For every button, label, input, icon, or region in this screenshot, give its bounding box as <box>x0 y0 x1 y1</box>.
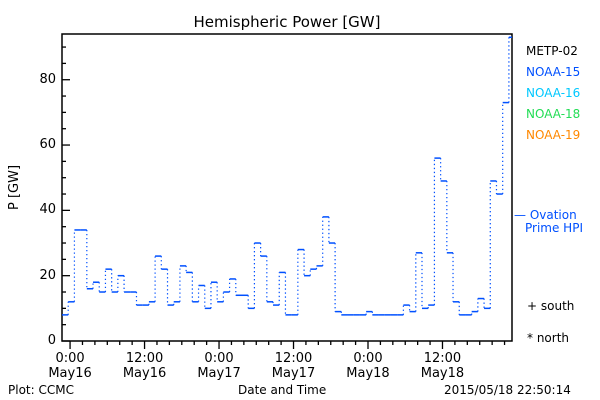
y-tick-label: 40 <box>39 202 56 218</box>
y-axis-label: P [GW] <box>7 164 23 211</box>
x-tick-time: 0:00 <box>353 351 383 366</box>
y-tick-label: 20 <box>39 267 56 283</box>
south-marker-label: + south <box>527 299 575 313</box>
ovation-label: — Ovation <box>514 208 577 222</box>
x-tick-date: May17 <box>271 366 316 381</box>
ovation-label-2: Prime HPI <box>525 221 583 235</box>
legend-item: METP-02 <box>526 44 578 58</box>
x-tick-date: May17 <box>197 366 241 381</box>
x-tick-time: 12:00 <box>423 351 462 366</box>
legend-item: NOAA-18 <box>526 107 581 121</box>
x-axis-label: Date and Time <box>238 383 327 397</box>
x-tick-date: May16 <box>122 366 167 381</box>
x-tick-date: May18 <box>420 366 465 381</box>
legend-item: NOAA-19 <box>526 128 581 142</box>
x-tick-date: May16 <box>48 366 92 381</box>
plot-frame <box>61 33 513 342</box>
timestamp: 2015/05/18 22:50:14 <box>444 383 571 397</box>
x-tick-date: May18 <box>346 366 390 381</box>
chart-title: Hemispheric Power [GW] <box>193 13 381 31</box>
legend-item: NOAA-16 <box>526 86 581 100</box>
north-marker-label: * north <box>527 331 570 345</box>
x-tick-time: 0:00 <box>55 351 85 366</box>
x-tick-time: 12:00 <box>125 351 164 366</box>
y-tick-label: 80 <box>39 71 56 87</box>
legend-item: NOAA-15 <box>526 65 581 79</box>
y-tick-label: 60 <box>39 137 56 153</box>
y-tick-label: 0 <box>47 333 56 348</box>
x-tick-time: 0:00 <box>204 351 234 366</box>
plot-credit: Plot: CCMC <box>8 383 74 397</box>
x-tick-time: 12:00 <box>274 351 313 366</box>
